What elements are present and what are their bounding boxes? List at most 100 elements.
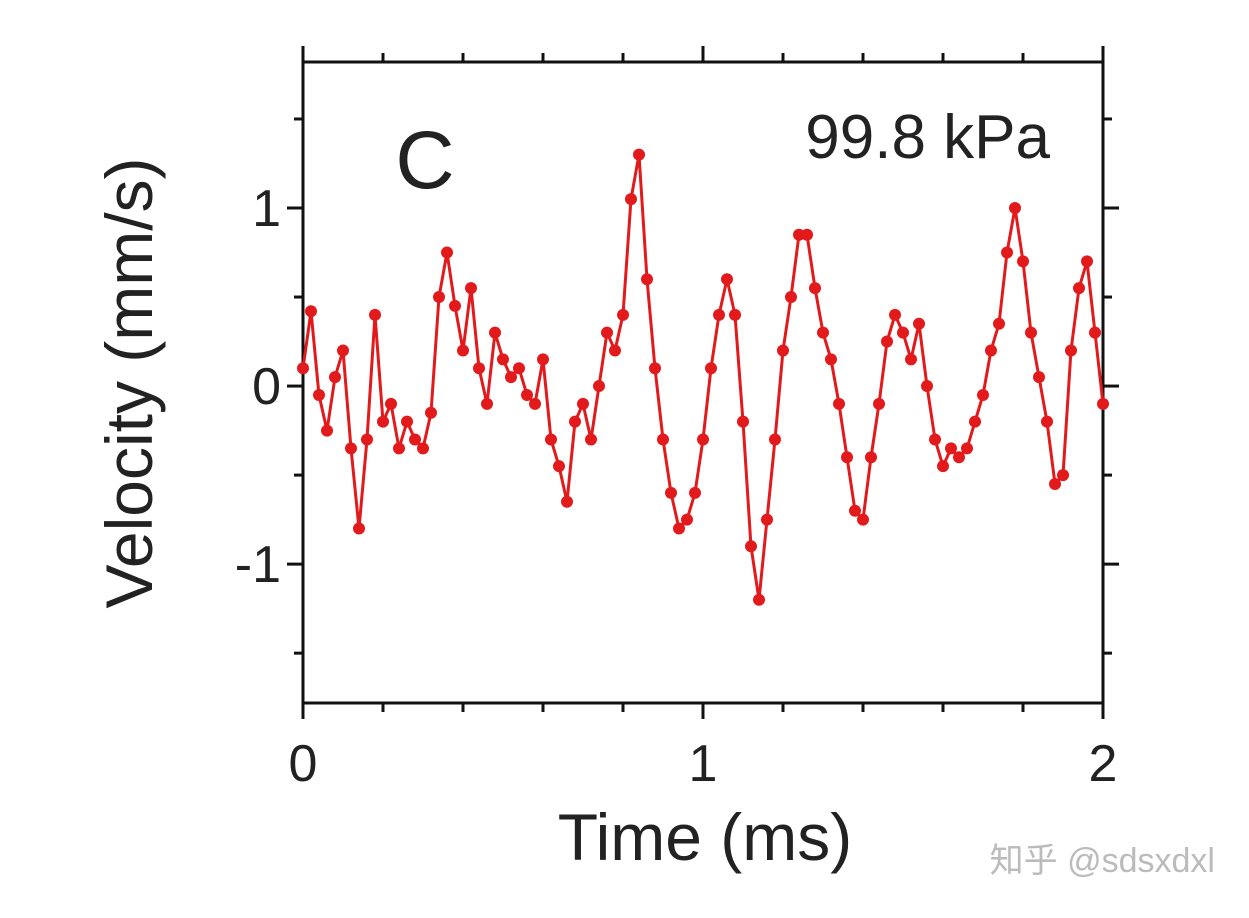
data-point bbox=[769, 433, 781, 446]
data-point bbox=[1041, 415, 1053, 428]
data-point bbox=[729, 308, 741, 321]
data-point bbox=[513, 362, 525, 375]
data-point bbox=[649, 362, 661, 375]
data-point bbox=[753, 593, 765, 606]
data-point bbox=[1057, 469, 1069, 482]
data-point bbox=[881, 335, 893, 348]
data-point bbox=[921, 380, 933, 393]
data-point bbox=[1089, 326, 1101, 339]
x-tick-label: 2 bbox=[1089, 735, 1118, 793]
data-point bbox=[945, 442, 957, 455]
y-tick-label: 1 bbox=[252, 180, 281, 238]
data-point bbox=[401, 415, 413, 428]
data-point bbox=[465, 282, 477, 295]
data-point bbox=[785, 291, 797, 304]
data-point bbox=[577, 397, 589, 410]
data-point bbox=[337, 344, 349, 357]
data-point bbox=[713, 308, 725, 321]
data-point bbox=[961, 442, 973, 455]
data-point bbox=[857, 513, 869, 526]
data-point bbox=[569, 415, 581, 428]
data-point bbox=[1001, 246, 1013, 259]
data-point bbox=[449, 299, 461, 312]
data-point bbox=[1025, 326, 1037, 339]
data-point bbox=[345, 442, 357, 455]
data-point bbox=[817, 326, 829, 339]
data-point bbox=[593, 380, 605, 393]
data-point bbox=[777, 344, 789, 357]
data-point bbox=[689, 486, 701, 499]
data-point bbox=[1009, 202, 1021, 215]
data-point bbox=[481, 397, 493, 410]
data-point bbox=[329, 371, 341, 384]
data-point bbox=[657, 433, 669, 446]
data-point bbox=[721, 273, 733, 286]
data-point bbox=[1081, 255, 1093, 268]
data-point bbox=[457, 344, 469, 357]
data-point bbox=[841, 451, 853, 464]
pressure-annotation: 99.8 kPa bbox=[805, 103, 1050, 172]
data-point bbox=[393, 442, 405, 455]
data-point bbox=[473, 362, 485, 375]
data-point bbox=[369, 308, 381, 321]
data-point bbox=[361, 433, 373, 446]
x-tick-label: 1 bbox=[689, 735, 718, 793]
data-point bbox=[505, 371, 517, 384]
data-point bbox=[425, 406, 437, 419]
data-point bbox=[745, 540, 757, 553]
data-point bbox=[977, 388, 989, 401]
data-point bbox=[1065, 344, 1077, 357]
plot-frame bbox=[301, 60, 1105, 705]
data-point bbox=[497, 353, 509, 366]
data-point bbox=[633, 148, 645, 161]
data-point bbox=[377, 415, 389, 428]
data-point bbox=[625, 193, 637, 206]
data-point bbox=[825, 353, 837, 366]
data-point bbox=[673, 522, 685, 535]
data-point bbox=[441, 246, 453, 259]
data-point bbox=[305, 305, 317, 318]
data-point bbox=[873, 397, 885, 410]
y-axis-label: Velocity (mm/s) bbox=[92, 157, 166, 608]
data-point bbox=[601, 326, 613, 339]
data-point bbox=[641, 273, 653, 286]
data-point bbox=[417, 442, 429, 455]
data-point bbox=[897, 326, 909, 339]
data-point bbox=[489, 326, 501, 339]
data-point bbox=[553, 460, 565, 473]
data-point bbox=[849, 504, 861, 517]
data-point bbox=[889, 308, 901, 321]
data-point bbox=[529, 397, 541, 410]
data-point bbox=[953, 451, 965, 464]
data-point bbox=[705, 362, 717, 375]
data-point bbox=[1097, 397, 1109, 410]
data-point bbox=[1017, 255, 1029, 268]
data-point bbox=[809, 282, 821, 295]
data-point bbox=[353, 522, 365, 535]
data-point bbox=[737, 415, 749, 428]
data-point bbox=[697, 433, 709, 446]
panel-label: C bbox=[395, 115, 454, 206]
data-point bbox=[1049, 477, 1061, 490]
series-line bbox=[301, 154, 1105, 600]
data-point bbox=[929, 433, 941, 446]
y-tick-label: -1 bbox=[235, 536, 281, 594]
data-point bbox=[761, 513, 773, 526]
data-point bbox=[681, 513, 693, 526]
data-point bbox=[321, 424, 333, 437]
data-point bbox=[913, 317, 925, 330]
data-point bbox=[1033, 371, 1045, 384]
data-point bbox=[297, 362, 309, 375]
data-point bbox=[409, 433, 421, 446]
data-point bbox=[969, 415, 981, 428]
data-point bbox=[313, 388, 325, 401]
data-point bbox=[617, 308, 629, 321]
x-tick-label: 0 bbox=[289, 735, 318, 793]
watermark: 知乎 @sdsxdxl bbox=[990, 842, 1215, 880]
data-point bbox=[561, 495, 573, 508]
data-point bbox=[521, 388, 533, 401]
data-point bbox=[937, 460, 949, 473]
data-point bbox=[585, 433, 597, 446]
data-point bbox=[385, 397, 397, 410]
